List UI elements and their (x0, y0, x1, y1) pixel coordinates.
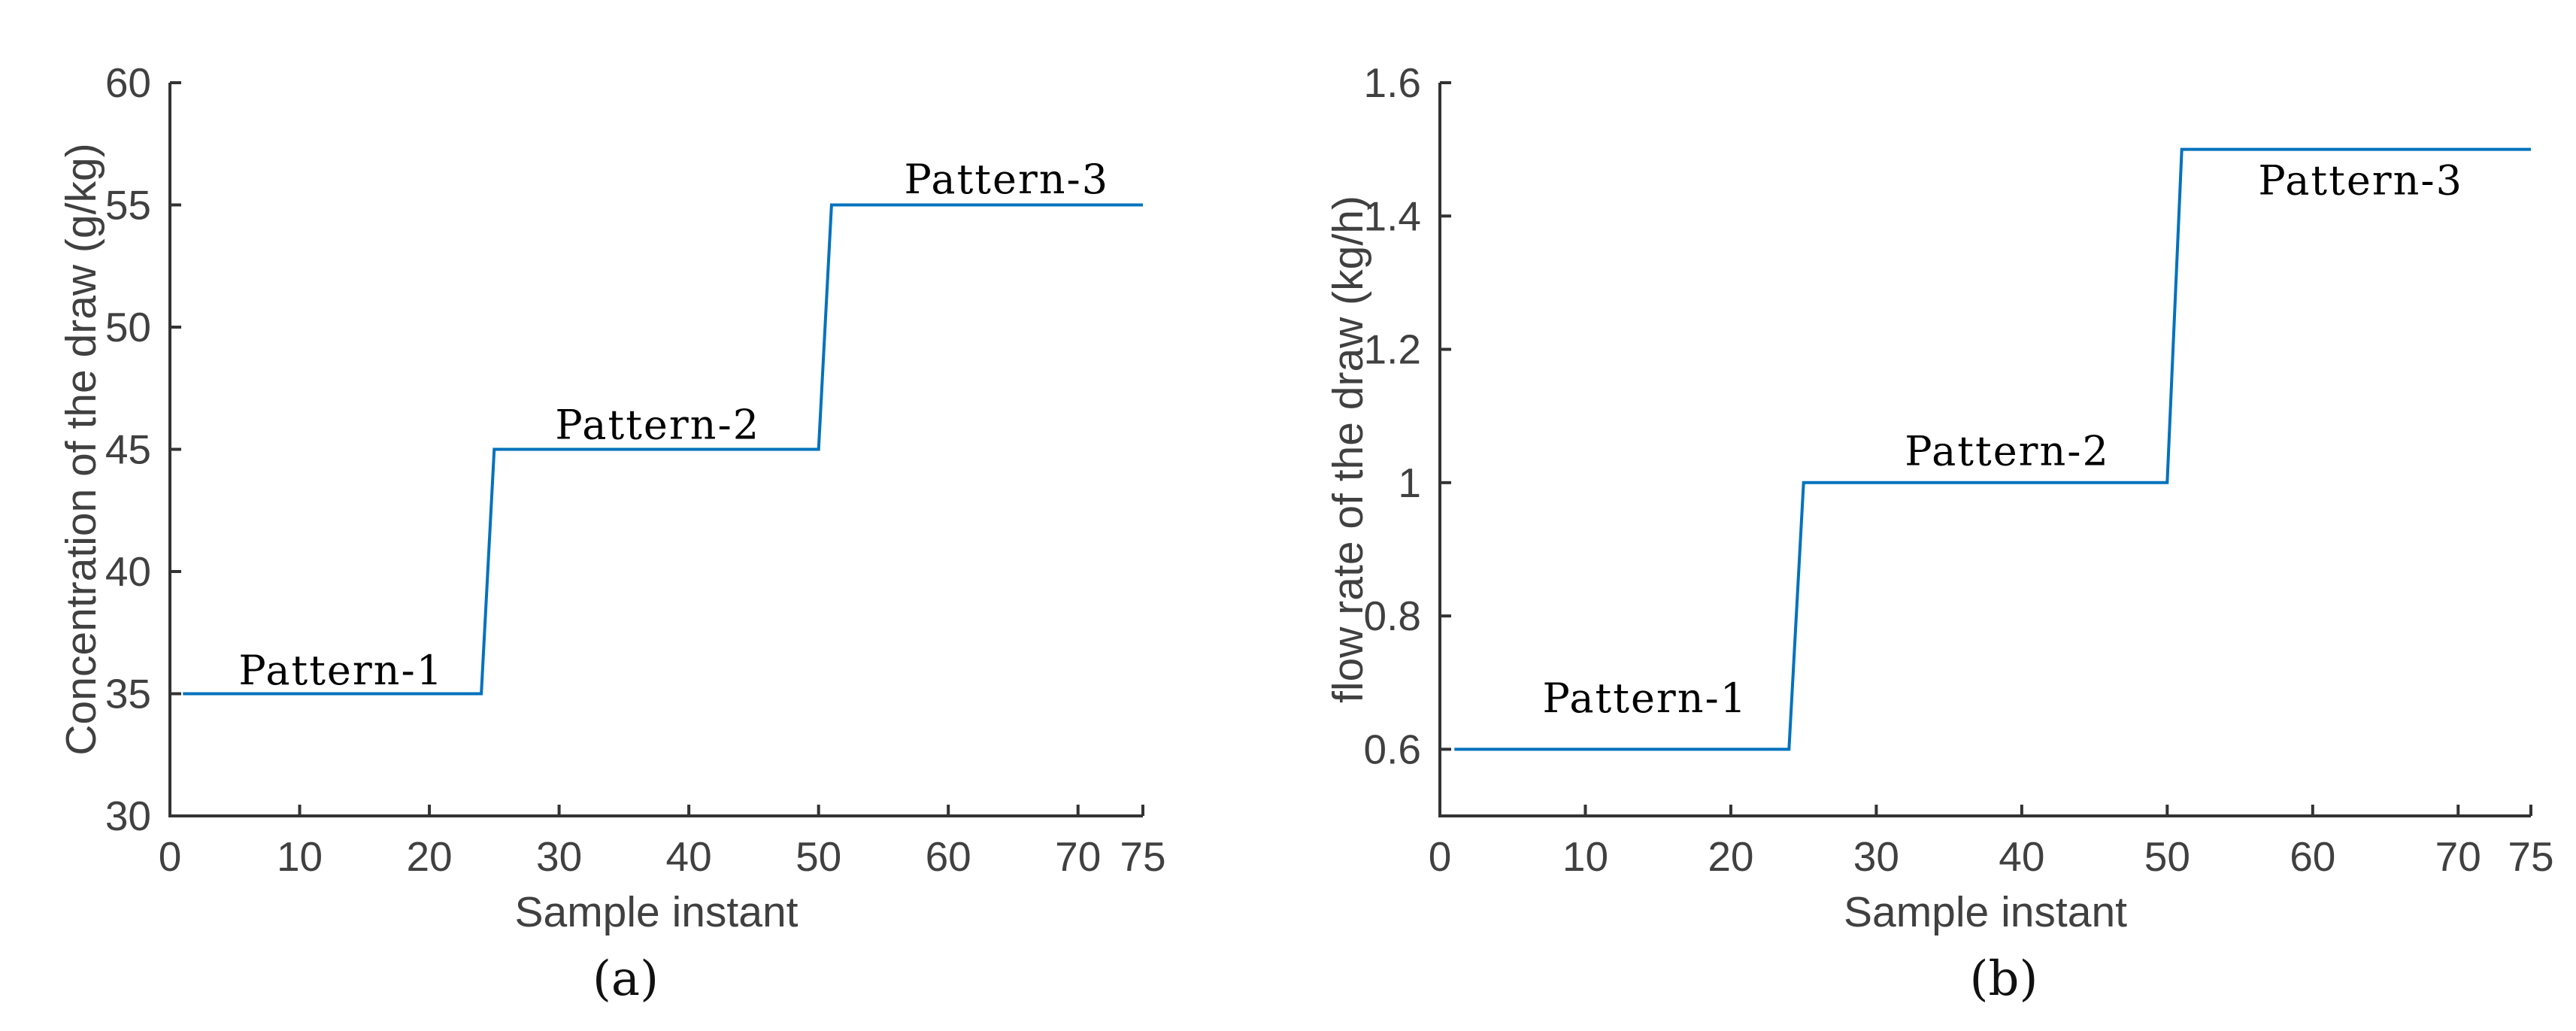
series-a-concentration-step (183, 203, 1143, 696)
x-tick-label-b-60: 60 (2290, 833, 2335, 880)
x-tick-label-b-10: 10 (1562, 833, 1608, 880)
x-tick-label-a-75: 75 (1120, 833, 1165, 880)
y-tick-label-a-55: 55 (105, 182, 151, 229)
panel-b: 0 10 20 30 40 50 60 70 75 0.6 0.8 1 1.2 1.4 1.6 Sample … (1324, 59, 2554, 936)
y-axis-label-a: Concentration of the draw (g/kg) (57, 143, 105, 755)
x-tick-label-a-50: 50 (796, 833, 841, 880)
x-tick-label-a-0: 0 (159, 833, 182, 880)
y-tick-label-a-60: 60 (105, 59, 151, 106)
annotation-b-pattern-1: Pattern-1 (1542, 675, 1747, 722)
y-tick-label-b-0.6: 0.6 (1364, 726, 1421, 772)
annotation-a-pattern-2: Pattern-2 (555, 401, 760, 448)
y-tick-label-b-1.2: 1.2 (1364, 326, 1421, 373)
x-tick-label-a-40: 40 (666, 833, 712, 880)
y-tick-label-b-1.6: 1.6 (1364, 59, 1421, 106)
y-tick-label-a-30: 30 (105, 793, 151, 839)
x-tick-label-b-20: 20 (1708, 833, 1753, 880)
y-tick-label-a-45: 45 (105, 426, 151, 473)
y-tick-label-a-35: 35 (105, 671, 151, 717)
y-tick-label-b-1: 1 (1398, 459, 1421, 506)
x-tick-label-b-50: 50 (2144, 833, 2190, 880)
x-axis-label-b: Sample instant (1844, 888, 2127, 936)
x-tick-label-b-30: 30 (1853, 833, 1899, 880)
subfigure-label-a: (a) (592, 951, 659, 1007)
x-tick-label-a-20: 20 (406, 833, 452, 880)
annotation-a-pattern-3: Pattern-3 (905, 156, 1110, 203)
x-tick-label-a-60: 60 (926, 833, 971, 880)
y-tick-label-b-0.8: 0.8 (1364, 593, 1421, 639)
y-tick-label-b-1.4: 1.4 (1364, 193, 1421, 239)
annotation-a-pattern-1: Pattern-1 (238, 647, 444, 694)
series-b-flow-rate-step (1454, 147, 2531, 751)
x-tick-label-b-70: 70 (2435, 833, 2481, 880)
y-tick-label-a-40: 40 (105, 548, 151, 595)
x-axis-label-a: Sample instant (514, 888, 798, 936)
x-tick-label-a-70: 70 (1055, 833, 1101, 880)
x-tick-label-b-0: 0 (1429, 833, 1452, 880)
subfigure-label-b: (b) (1969, 951, 2038, 1007)
annotation-b-pattern-2: Pattern-2 (1905, 427, 2110, 475)
x-tick-label-b-75: 75 (2508, 833, 2553, 880)
y-axis-label-b: flow rate of the draw (kg/h) (1324, 196, 1372, 703)
x-tick-label-b-40: 40 (1999, 833, 2044, 880)
annotation-b-pattern-3: Pattern-3 (2258, 157, 2463, 205)
x-tick-label-a-10: 10 (277, 833, 323, 880)
y-tick-label-a-50: 50 (105, 304, 151, 350)
panel-a: 0 10 20 30 40 50 60 70 75 30 35 40 45 50 55 60 Sample in… (57, 59, 1166, 936)
x-tick-label-a-30: 30 (536, 833, 582, 880)
